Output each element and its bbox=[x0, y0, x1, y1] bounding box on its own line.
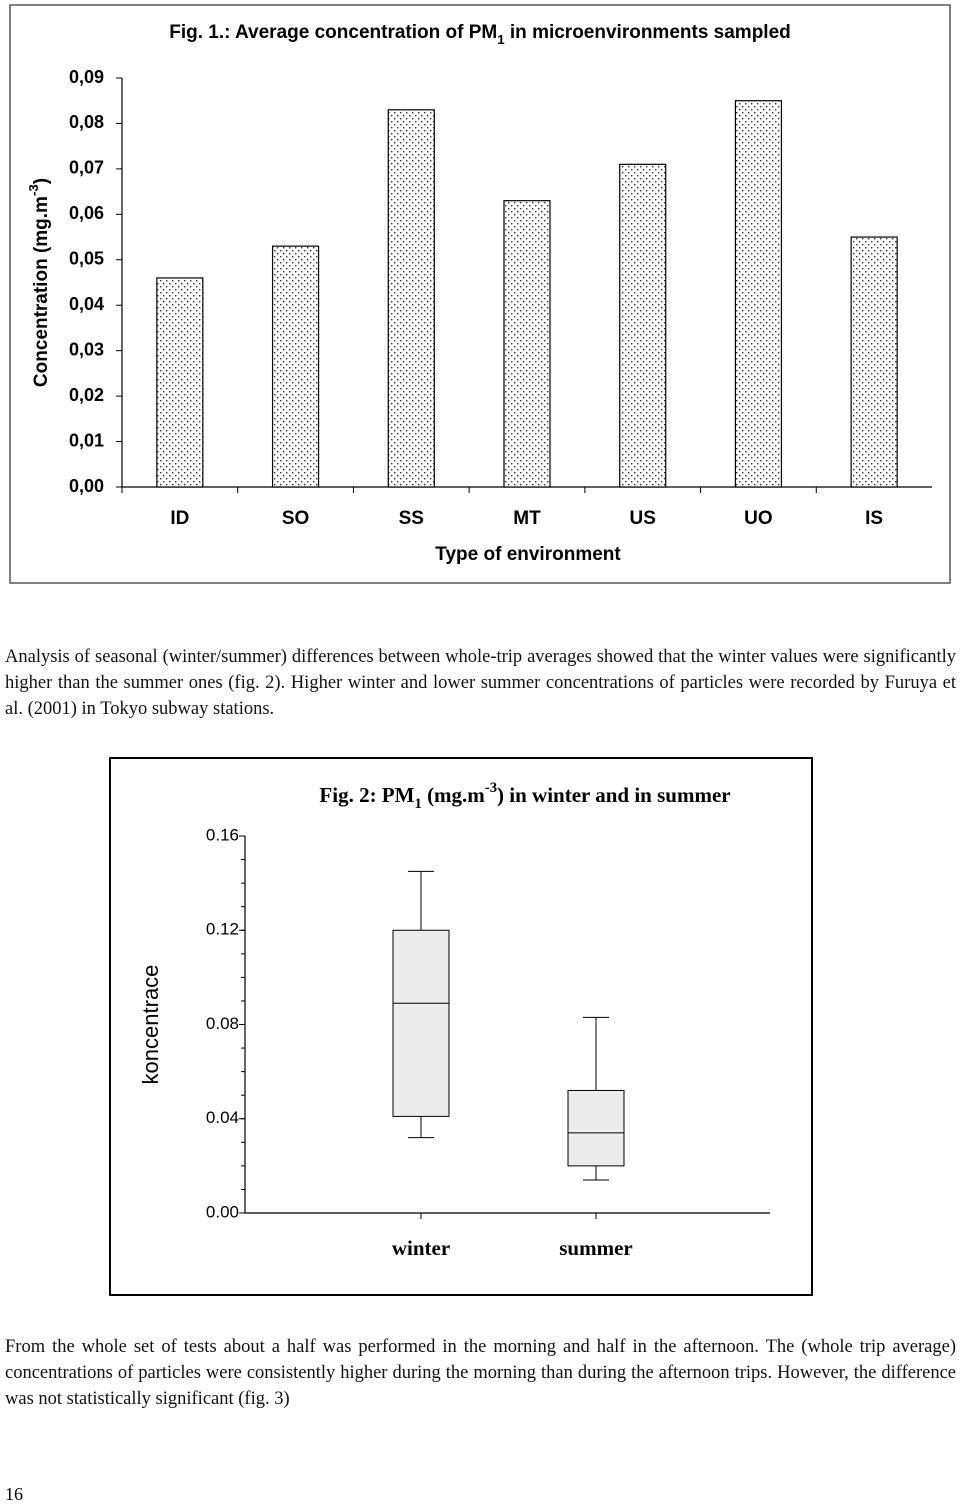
text-part: ) in winter and in summer bbox=[497, 783, 731, 807]
box bbox=[392, 929, 450, 1117]
chart-title: Fig. 1.: Average concentration of PM1 in… bbox=[169, 22, 791, 47]
x-tick-label: summer bbox=[559, 1236, 632, 1260]
text-part: 1 bbox=[414, 796, 421, 812]
box bbox=[567, 1089, 625, 1167]
bar bbox=[156, 277, 204, 488]
figure-frame bbox=[9, 4, 951, 584]
text-part: (mg.m bbox=[422, 783, 485, 807]
x-tick-label: IS bbox=[865, 508, 883, 529]
text-part: Fig. 2: PM bbox=[319, 783, 414, 807]
y-tick-label: 0.08 bbox=[206, 1014, 239, 1033]
paragraph: Analysis of seasonal (winter/summer) dif… bbox=[5, 647, 956, 719]
y-axis-label: koncentrace bbox=[138, 965, 163, 1085]
text-part: -3 bbox=[485, 780, 497, 796]
x-tick-label: SS bbox=[399, 508, 424, 529]
paragraph: From the whole set of tests about a half… bbox=[5, 1337, 956, 1409]
bar bbox=[387, 109, 435, 488]
bar bbox=[734, 100, 783, 488]
text-part: -3 bbox=[26, 184, 41, 196]
text-part: koncentrace bbox=[138, 965, 163, 1085]
text-part: Concentration (mg.m bbox=[31, 196, 52, 387]
bar bbox=[850, 236, 898, 488]
bar bbox=[271, 245, 320, 488]
x-tick-label: winter bbox=[392, 1236, 450, 1260]
x-tick-label: US bbox=[630, 508, 656, 529]
y-tick-label: 0,04 bbox=[69, 294, 104, 314]
text-part: ) bbox=[31, 178, 52, 184]
y-tick-label: 0,01 bbox=[69, 430, 104, 450]
y-tick-label: 0,05 bbox=[69, 249, 104, 269]
x-tick-label: UO bbox=[744, 508, 773, 529]
y-tick-label: 0,02 bbox=[69, 385, 104, 405]
x-tick-label: ID bbox=[170, 508, 189, 529]
text-part: 1 bbox=[497, 32, 505, 47]
page-number: 16 bbox=[5, 1484, 23, 1504]
bar bbox=[619, 163, 667, 488]
y-tick-label: 0,06 bbox=[69, 203, 104, 223]
x-tick-label: SO bbox=[282, 508, 309, 529]
y-tick-label: 0,09 bbox=[69, 67, 104, 87]
y-tick-label: 0,07 bbox=[69, 158, 104, 178]
y-tick-label: 0,08 bbox=[69, 112, 104, 132]
x-tick-label: MT bbox=[513, 508, 541, 529]
y-tick-label: 0,00 bbox=[69, 476, 104, 496]
y-tick-label: 0.12 bbox=[206, 920, 239, 939]
y-tick-label: 0.16 bbox=[206, 825, 239, 844]
y-tick-label: 0,03 bbox=[69, 339, 104, 359]
y-tick-label: 0.04 bbox=[206, 1108, 239, 1127]
text-part: Fig. 1.: Average concentration of PM bbox=[169, 22, 497, 43]
bar bbox=[503, 200, 551, 488]
figure-frame bbox=[109, 757, 813, 1296]
x-axis-label: Type of environment bbox=[435, 544, 621, 565]
y-axis-label: Concentration (mg.m-3) bbox=[26, 178, 52, 387]
chart-title: Fig. 2: PM1 (mg.m-3) in winter and in su… bbox=[319, 780, 730, 812]
y-tick-label: 0.00 bbox=[206, 1202, 239, 1221]
text-part: in microenvironments sampled bbox=[505, 22, 791, 43]
